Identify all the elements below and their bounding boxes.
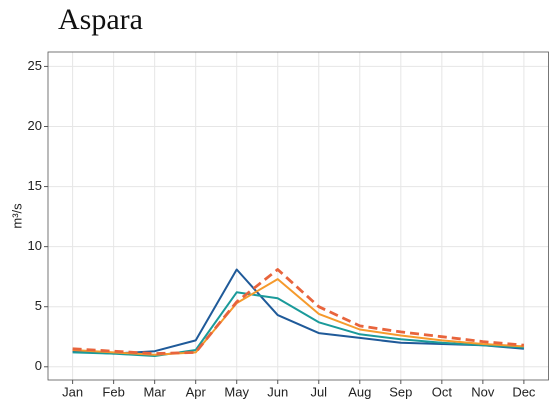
y-tick-label: 20 [28,118,42,133]
y-tick-label: 25 [28,58,42,73]
x-tick-label: Jan [62,384,83,399]
x-tick-label: Apr [186,384,207,399]
y-tick-label: 15 [28,178,42,193]
plot-border [47,51,549,381]
x-tick-label: Nov [471,384,495,399]
y-axis-label: m³/s [9,203,24,229]
series-line [72,268,525,355]
x-tick-label: May [224,384,249,399]
x-tick-label: Jul [310,384,327,399]
y-tick-label: 5 [35,298,42,313]
x-tick-label: Dec [512,384,536,399]
x-tick-label: Aug [348,384,371,399]
series-line [72,291,524,357]
x-tick-label: Sep [389,384,412,399]
x-tick-label: Feb [102,384,124,399]
x-tick-label: Jun [267,384,288,399]
chart-title: Aspara [58,3,143,36]
y-tick-label: 0 [35,358,42,373]
x-tick-label: Mar [143,384,166,399]
x-tick-label: Oct [432,384,453,399]
y-tick-label: 10 [28,238,42,253]
